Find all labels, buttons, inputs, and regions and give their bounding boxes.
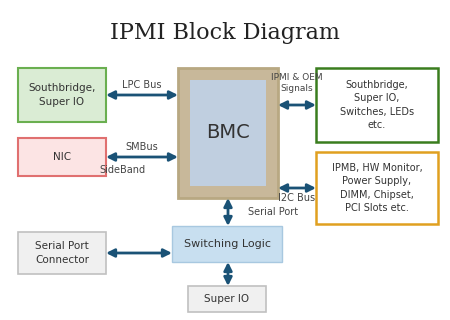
Text: I2C Bus: I2C Bus <box>279 193 315 203</box>
Text: Super IO: Super IO <box>204 294 250 304</box>
Text: Serial Port: Serial Port <box>248 207 298 217</box>
Text: IPMI & OEM
Signals: IPMI & OEM Signals <box>271 73 323 93</box>
Text: IPMB, HW Monitor,
Power Supply,
DIMM, Chipset,
PCI Slots etc.: IPMB, HW Monitor, Power Supply, DIMM, Ch… <box>332 163 423 213</box>
Text: Serial Port
Connector: Serial Port Connector <box>35 241 89 265</box>
Text: Southbridge,
Super IO,
Switches, LEDs
etc.: Southbridge, Super IO, Switches, LEDs et… <box>340 80 414 130</box>
Bar <box>18 68 106 122</box>
Bar <box>188 286 266 312</box>
Bar <box>18 232 106 274</box>
Text: SideBand: SideBand <box>99 165 145 175</box>
Bar <box>316 152 438 224</box>
Bar <box>316 68 438 142</box>
Text: IPMI Block Diagram: IPMI Block Diagram <box>110 22 340 44</box>
Text: Switching Logic: Switching Logic <box>184 239 270 249</box>
Bar <box>178 68 278 198</box>
Bar <box>172 226 282 262</box>
Bar <box>18 138 106 176</box>
Text: NIC: NIC <box>53 152 71 162</box>
Text: SMBus: SMBus <box>126 142 158 152</box>
Text: LPC Bus: LPC Bus <box>122 80 162 90</box>
Text: BMC: BMC <box>206 124 250 142</box>
Bar <box>190 80 266 186</box>
Text: Southbridge,
Super IO: Southbridge, Super IO <box>28 84 96 107</box>
